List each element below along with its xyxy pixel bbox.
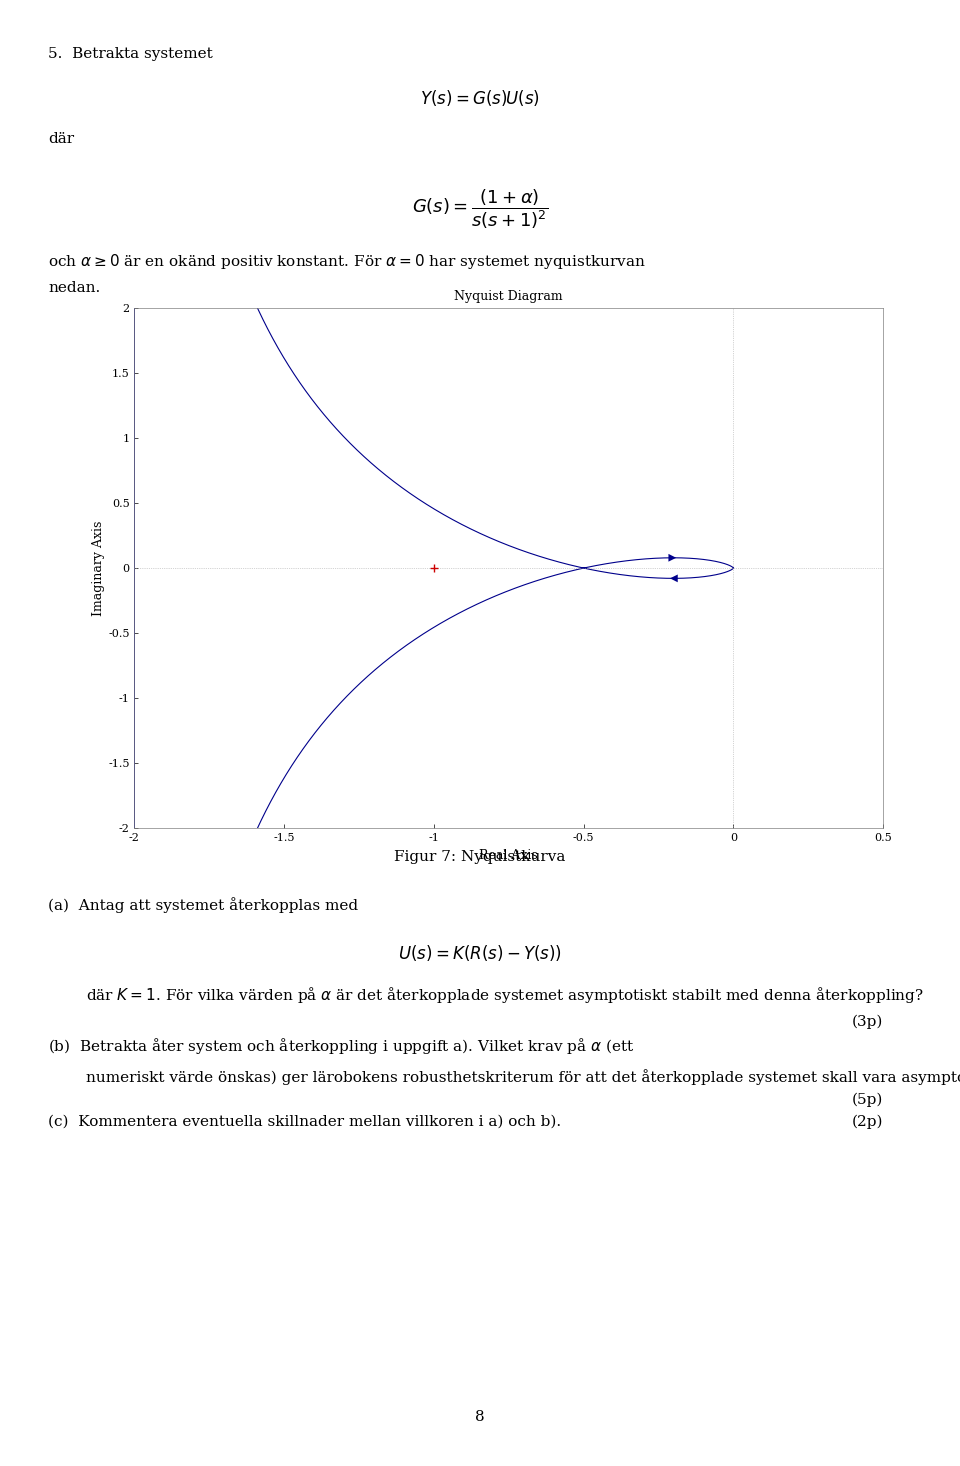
Text: $G(s) = \dfrac{(1+\alpha)}{s(s+1)^2}$: $G(s) = \dfrac{(1+\alpha)}{s(s+1)^2}$ [412, 188, 548, 232]
Text: där: där [48, 132, 74, 147]
Text: 5.  Betrakta systemet: 5. Betrakta systemet [48, 47, 213, 62]
Text: där $K = 1$. För vilka värden på $\alpha$ är det återkopplade systemet asymptoti: där $K = 1$. För vilka värden på $\alpha… [86, 985, 924, 1006]
Title: Nyquist Diagram: Nyquist Diagram [454, 289, 564, 302]
X-axis label: Real Axis: Real Axis [479, 849, 539, 862]
Text: numeriskt värde önskas) ger lärobokens robusthetskriterum för att det återkoppla: numeriskt värde önskas) ger lärobokens r… [86, 1069, 960, 1085]
Text: 8: 8 [475, 1410, 485, 1425]
Text: (b)  Betrakta åter system och återkoppling i uppgift a). Vilket krav på $\alpha$: (b) Betrakta åter system och återkopplin… [48, 1036, 635, 1057]
Text: nedan.: nedan. [48, 281, 100, 296]
Text: $Y(s) = G(s)U(s)$: $Y(s) = G(s)U(s)$ [420, 88, 540, 108]
Text: (a)  Antag att systemet återkopplas med: (a) Antag att systemet återkopplas med [48, 897, 358, 913]
Text: $U(s) = K(R(s) - Y(s))$: $U(s) = K(R(s) - Y(s))$ [398, 943, 562, 963]
Text: Figur 7: Nyquistkurva: Figur 7: Nyquistkurva [395, 850, 565, 865]
Y-axis label: Imaginary Axis: Imaginary Axis [92, 520, 106, 616]
Text: (5p): (5p) [852, 1092, 883, 1107]
Text: (2p): (2p) [852, 1114, 883, 1129]
Text: (3p): (3p) [852, 1014, 883, 1029]
Text: (c)  Kommentera eventuella skillnader mellan villkoren i a) och b).: (c) Kommentera eventuella skillnader mel… [48, 1114, 562, 1129]
Text: och $\alpha \geq 0$ är en okänd positiv konstant. För $\alpha = 0$ har systemet : och $\alpha \geq 0$ är en okänd positiv … [48, 252, 646, 271]
